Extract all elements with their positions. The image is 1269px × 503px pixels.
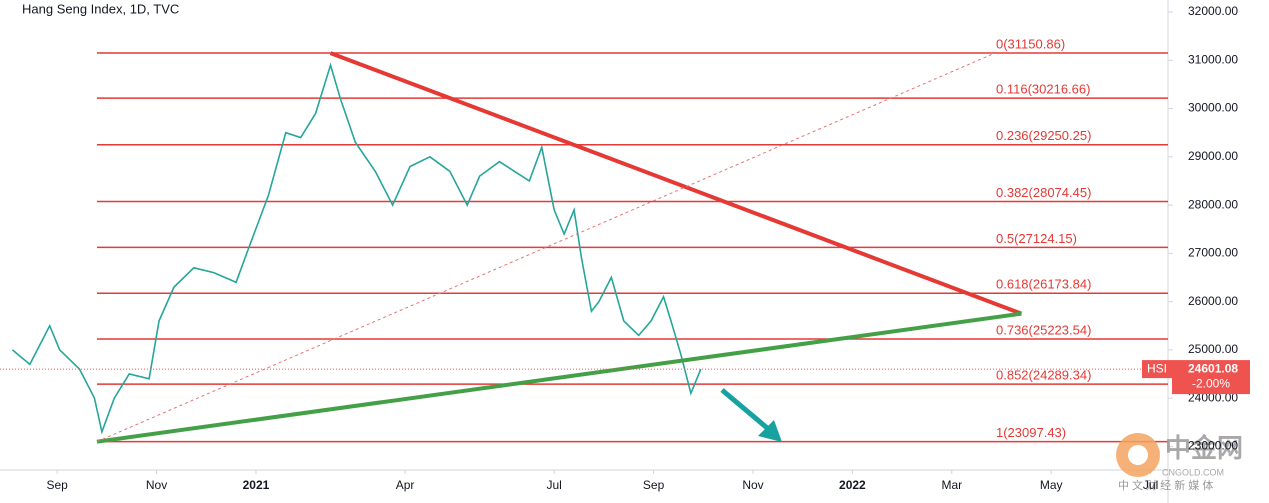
fib-label: 0.116(30216.66) — [996, 82, 1090, 97]
price-line — [11, 62, 702, 435]
watermark-site: CNGOLD.COM — [1162, 467, 1224, 477]
fib-label: 0.382(28074.45) — [996, 185, 1091, 200]
x-tick-label: Nov — [742, 478, 763, 492]
y-tick-label: 31000.00 — [1188, 52, 1238, 66]
x-tick-label: Mar — [941, 478, 962, 492]
arrow-head — [758, 420, 782, 442]
fib-label: 1(23097.43) — [996, 425, 1066, 440]
x-tick-label: May — [1040, 478, 1063, 492]
fib-label: 0.618(26173.84) — [996, 277, 1091, 292]
y-tick-label: 29000.00 — [1188, 149, 1238, 163]
fib-label: 0.236(29250.25) — [996, 128, 1091, 143]
x-tick-label: Jul — [1143, 478, 1158, 492]
trendline — [329, 51, 1023, 316]
watermark-logo: 中金网 — [1165, 433, 1243, 463]
arrow-shaft — [720, 388, 774, 434]
fib-label: 0(31150.86) — [996, 36, 1065, 51]
y-tick-label: 28000.00 — [1188, 197, 1238, 211]
y-tick-label: 25000.00 — [1188, 342, 1238, 356]
x-tick-label: Apr — [396, 478, 415, 492]
watermark-icon-inner — [1128, 445, 1148, 465]
x-tick-label: Jul — [547, 478, 562, 492]
y-tick-label: 23000.00 — [1188, 439, 1238, 453]
x-tick-label: Sep — [46, 478, 68, 492]
x-tick-label: Nov — [146, 478, 167, 492]
fib-label: 0.736(25223.54) — [996, 322, 1091, 337]
x-tick-label: 2021 — [243, 478, 270, 492]
change-label: -2.00% — [1192, 376, 1230, 390]
x-tick-label: Sep — [643, 478, 665, 492]
x-tick-label: 2022 — [839, 478, 866, 492]
marks: 0(31150.86) 0.116(30216.66) 0.236(29250.25… — [0, 11, 1173, 474]
trendline — [96, 311, 1022, 444]
price-label: 24601.08 — [1188, 361, 1238, 375]
symbol-tag — [1142, 360, 1172, 379]
price-tag — [1172, 360, 1250, 395]
fib-label: 0.5(27124.15) — [996, 231, 1077, 246]
chart-title: Hang Seng Index, 1D, TVC — [22, 1, 179, 16]
y-tick-label: 26000.00 — [1188, 294, 1238, 308]
y-tick-label: 32000.00 — [1188, 4, 1238, 18]
y-tick-label: 27000.00 — [1188, 246, 1238, 260]
trendline — [96, 54, 992, 443]
symbol-label: HSI — [1147, 361, 1167, 375]
fib-label: 0.852(24289.34) — [996, 368, 1091, 383]
watermark: 中金网 CNGOLD.COM 中 文 财 经 新 媒 体 — [1116, 433, 1243, 492]
watermark-slogan: 中 文 财 经 新 媒 体 — [1118, 478, 1213, 492]
y-tick-label: 30000.00 — [1188, 101, 1238, 115]
